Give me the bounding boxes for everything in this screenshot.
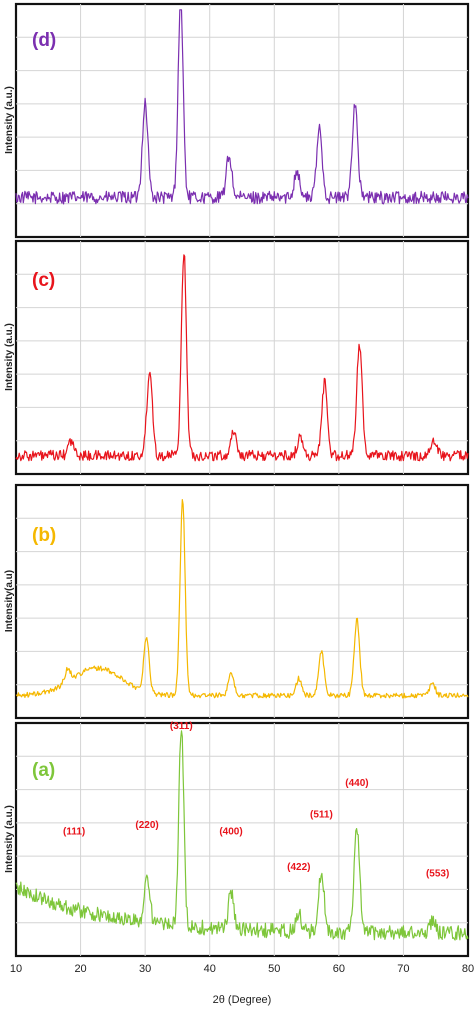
peak-label: (400) [219, 826, 242, 837]
peak-label: (111) [63, 826, 85, 837]
panel-a-grid [16, 723, 468, 956]
panel-d-frame [14, 2, 470, 239]
peak-label: (220) [135, 820, 158, 831]
panel-c-ylabel: Intensity (a.u.) [4, 323, 15, 391]
x-tick-label: 70 [397, 963, 409, 975]
panel-a-tag: (a) [32, 760, 55, 781]
panel-b-frame [14, 483, 470, 720]
panel-a-ylabel: Intensity (a.u.) [4, 805, 15, 873]
peak-label: (553) [426, 868, 449, 879]
panel-a-trace [15, 730, 469, 941]
x-tick-label: 10 [10, 963, 22, 975]
x-tick-label: 20 [74, 963, 86, 975]
panel-d-grid [16, 4, 468, 237]
panel-d-trace [15, 9, 469, 205]
panel-c-frame [14, 239, 470, 476]
panel-c-grid [16, 241, 468, 474]
panel-c-tag: (c) [32, 270, 55, 291]
panel-a-frame [14, 721, 470, 958]
panel-a-peak-labels: (111) (220) (311) (400) (422) (511) (440) (553) [63, 721, 449, 880]
panel-b-grid [16, 485, 468, 718]
panel-a: (111) (220) (311) (400) (422) (511) (440) (553)… [4, 721, 474, 975]
x-tick-label: 60 [333, 963, 345, 975]
panel-d-tag: (d) [32, 30, 56, 51]
peak-label: (440) [345, 778, 368, 789]
panel-c-trace [15, 254, 469, 462]
peak-label: (511) [310, 809, 333, 820]
panel-b-tag: (b) [32, 525, 56, 546]
x-tick-label: 80 [462, 963, 474, 975]
panel-b-trace [15, 499, 469, 699]
x-tick-label: 40 [204, 963, 216, 975]
peak-label: (311) [170, 721, 193, 732]
panel-b-ylabel: Intensity(a.u) [4, 570, 15, 632]
peak-label: (422) [287, 862, 310, 873]
panel-d: (d) Intensity (a.u.) [4, 2, 470, 239]
x-axis-label: 2θ (Degree) [213, 994, 272, 1006]
x-axis-ticks: 10 20 30 40 50 60 70 80 [10, 963, 474, 975]
x-tick-label: 30 [139, 963, 151, 975]
panel-d-ylabel: Intensity (a.u.) [4, 86, 15, 154]
panel-b: (b) Intensity(a.u) [4, 483, 470, 720]
x-tick-label: 50 [268, 963, 280, 975]
panel-c: (c) Intensity (a.u.) [4, 239, 470, 476]
